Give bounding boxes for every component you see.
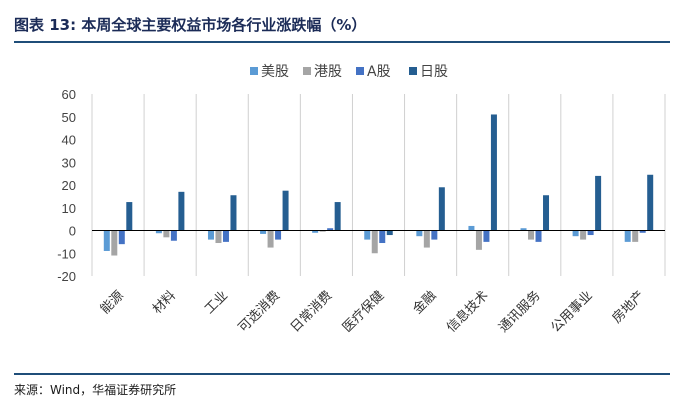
- category-label: 金融: [410, 288, 440, 318]
- category-label: 医疗保健: [340, 288, 387, 335]
- bar: [163, 230, 170, 238]
- chart-title: 图表 13: 本周全球主要权益市场各行业涨跌幅（%）: [14, 16, 367, 34]
- bar: [207, 230, 214, 240]
- legend-label: A股: [367, 64, 391, 80]
- legend-swatch: [356, 67, 364, 75]
- category-label: 通讯服务: [496, 288, 544, 336]
- bar: [327, 228, 334, 231]
- source-note: 来源：Wind，华福证券研究所: [14, 383, 177, 397]
- bar: [215, 230, 222, 244]
- grid-layer: [91, 94, 666, 276]
- y-tick-label: 30: [62, 155, 76, 170]
- bar: [468, 225, 475, 231]
- bar: [126, 202, 133, 231]
- x-axis: 能源 材料 工业 可选消费 日常消费 医疗保健 金融 信息技术 通讯服务 公用事业 房地产: [92, 230, 665, 336]
- bar: [260, 230, 267, 234]
- bar: [438, 187, 445, 231]
- bar: [490, 114, 497, 231]
- y-tick-label: 10: [62, 201, 76, 216]
- bar: [319, 230, 326, 232]
- bar: [111, 230, 118, 256]
- bar: [170, 230, 177, 241]
- bar: [230, 195, 237, 231]
- category-label: 房地产: [609, 288, 648, 327]
- bar: [543, 195, 550, 231]
- y-tick-label: 60: [62, 87, 76, 102]
- bar: [572, 230, 579, 237]
- bar: [118, 230, 125, 245]
- bar: [528, 230, 535, 240]
- y-axis: -20 -10 0 10 20 30 40 50 60: [57, 87, 76, 284]
- bar: [267, 230, 274, 248]
- top-rule: [14, 41, 670, 43]
- bar: [155, 230, 162, 234]
- bar: [379, 230, 386, 244]
- bar: [520, 228, 527, 231]
- bar: [535, 230, 542, 242]
- category-label: 可选消费: [236, 288, 283, 335]
- bar-chart: -20 -10 0 10 20 30 40 50 60 能源 材料 工业 可选消费 日常消费 医疗保健 金融…: [57, 64, 666, 336]
- bar: [334, 202, 341, 231]
- bar: [423, 230, 430, 248]
- category-label: 材料: [150, 288, 179, 317]
- legend-label: 港股: [314, 64, 342, 80]
- bar: [632, 230, 639, 242]
- legend-swatch: [303, 67, 311, 75]
- legend-swatch: [250, 67, 258, 75]
- bar: [416, 230, 423, 237]
- bar: [639, 230, 646, 233]
- y-tick-label: -10: [57, 246, 76, 261]
- legend: 美股 港股 A股 日股: [250, 64, 448, 80]
- category-label: 工业: [202, 288, 231, 317]
- bar: [103, 230, 110, 251]
- y-tick-label: 0: [69, 224, 76, 239]
- bar: [386, 230, 393, 236]
- y-tick-label: -20: [57, 269, 76, 284]
- bar: [282, 190, 289, 231]
- category-label: 日常消费: [288, 288, 335, 335]
- bar: [475, 230, 482, 250]
- legend-label: 日股: [420, 64, 448, 80]
- category-label: 公用事业: [548, 288, 595, 335]
- category-label: 能源: [98, 288, 127, 317]
- bar: [595, 175, 602, 231]
- bar: [624, 230, 631, 242]
- y-tick-label: 20: [62, 178, 76, 193]
- bar: [431, 230, 438, 240]
- bar: [364, 230, 371, 240]
- bar: [371, 230, 378, 254]
- legend-swatch: [409, 67, 417, 75]
- bar: [580, 230, 587, 240]
- category-label: 信息技术: [443, 288, 491, 336]
- bar: [483, 230, 490, 242]
- bottom-rule: [14, 373, 670, 375]
- y-tick-label: 50: [62, 110, 76, 125]
- bar: [222, 230, 229, 242]
- bars-layer: [103, 114, 654, 256]
- bar: [178, 191, 185, 231]
- bar: [647, 174, 654, 231]
- legend-label: 美股: [261, 64, 289, 80]
- bar: [275, 230, 282, 240]
- bar: [312, 230, 319, 233]
- y-tick-label: 40: [62, 133, 76, 148]
- bar: [587, 230, 594, 236]
